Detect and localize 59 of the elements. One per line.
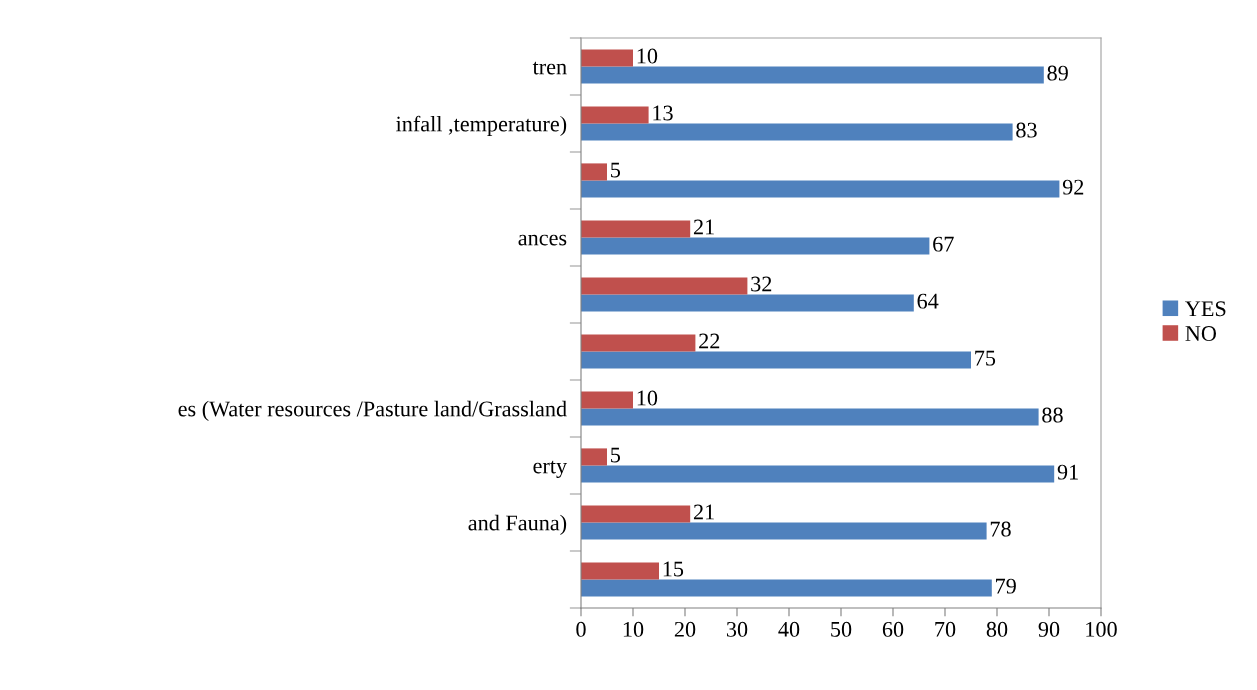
data-label: 5: [611, 162, 621, 178]
data-label: 67: [933, 236, 954, 252]
data-label: 89: [1047, 65, 1068, 81]
bar: [581, 562, 659, 580]
bar: [581, 123, 1013, 141]
x-tick-label: 60: [882, 621, 904, 637]
y-tick-label: ances: [518, 234, 567, 246]
data-label: 78: [990, 521, 1011, 537]
x-tick-label: 30: [726, 621, 748, 637]
bar: [581, 351, 971, 369]
data-label: 88: [1042, 407, 1063, 423]
bar: [581, 465, 1055, 483]
x-tick-label: 100: [1086, 621, 1117, 637]
data-label: 5: [611, 447, 621, 463]
data-label: 83: [1016, 122, 1037, 138]
y-tick-label: and Fauna): [468, 514, 567, 535]
legend-label: NO: [1185, 326, 1217, 341]
data-label: 10: [637, 390, 658, 406]
bar: [581, 277, 748, 295]
bar: [581, 106, 649, 124]
bar: [581, 163, 607, 181]
bar: [581, 220, 691, 238]
x-tick-label: 10: [623, 621, 644, 637]
y-tick-label: tren: [532, 61, 567, 75]
x-tick-label: 20: [674, 621, 696, 637]
x-tick-label: 80: [986, 621, 1008, 637]
data-label: 10: [637, 48, 658, 64]
data-label: 32: [751, 276, 772, 292]
bar: [581, 408, 1039, 426]
legend-label: YES: [1185, 301, 1226, 317]
data-label: 21: [693, 504, 714, 520]
bar: [581, 391, 633, 409]
bar: [581, 522, 987, 540]
bar: [581, 448, 607, 466]
data-label: 64: [917, 293, 939, 309]
y-tick-label: es (Water resources /Pasture land/Grassland: [178, 400, 567, 421]
data-label: 92: [1062, 179, 1084, 195]
data-label: 21: [693, 219, 714, 235]
x-tick-label: 0: [576, 621, 586, 637]
bar: [581, 505, 691, 523]
bar: [581, 294, 914, 312]
bar: [581, 49, 633, 67]
data-label: 91: [1057, 464, 1078, 480]
bar: [581, 579, 992, 597]
bar: [581, 180, 1060, 198]
data-label: 75: [975, 350, 996, 366]
data-label: 22: [699, 333, 720, 349]
bar: [581, 237, 930, 255]
y-tick-label: erty: [533, 460, 568, 478]
x-tick-label: 40: [778, 621, 800, 637]
bar: [581, 66, 1044, 84]
bar: [581, 334, 696, 352]
data-label: 79: [996, 578, 1016, 594]
x-tick-label: 90: [1038, 621, 1060, 637]
y-tick-label: infall ,temperature): [396, 115, 567, 137]
x-tick-label: 50: [831, 621, 852, 637]
x-tick-label: 70: [935, 621, 956, 637]
data-label: 13: [653, 105, 673, 121]
data-label: 15: [663, 561, 684, 577]
